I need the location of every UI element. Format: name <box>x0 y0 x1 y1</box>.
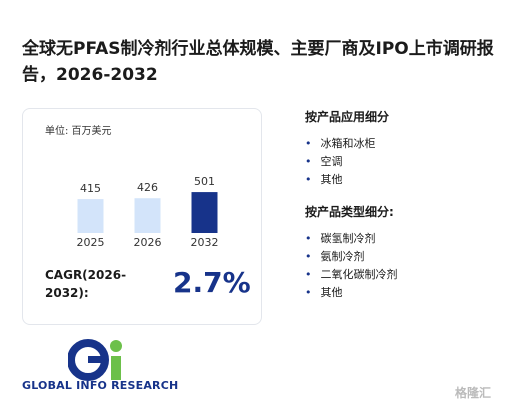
logo-text: GLOBAL INFO RESEARCH <box>22 379 179 392</box>
bar <box>134 198 161 233</box>
segment: 按产品类型细分: 碳氢制冷剂氨制冷剂二氧化碳制冷剂其他 <box>305 203 398 302</box>
segment: 按产品应用细分冰箱和冰柜空调其他 <box>305 108 398 189</box>
badge: 格隆汇 <box>455 386 492 400</box>
segment-list: 碳氢制冷剂氨制冷剂二氧化碳制冷剂其他 <box>305 230 398 302</box>
bar <box>77 199 104 233</box>
cagr-value: 2.7% <box>173 266 251 299</box>
segment-title: 按产品类型细分: <box>305 205 394 219</box>
segment-item: 碳氢制冷剂 <box>305 230 398 248</box>
segment-list: 冰箱和冰柜空调其他 <box>305 135 398 189</box>
title: 全球无PFAS制冷剂行业总体规模、主要厂商及IPO上市调研报告，2026-203… <box>22 39 494 85</box>
bar-chart: 415 2025 426 2026 501 2032 <box>77 175 219 249</box>
segment-item: 空调 <box>305 153 398 171</box>
x-tick-label: 2025 <box>77 236 105 249</box>
segment-item: 其他 <box>305 284 398 302</box>
value-label: 415 <box>80 182 101 195</box>
unit: 单位: 百万美元 <box>45 126 112 137</box>
x-tick-label: 2032 <box>191 236 219 249</box>
logo-icon <box>68 339 122 381</box>
cagr-label: CAGR(2026-2032): <box>45 268 127 300</box>
x-tick-label: 2026 <box>134 236 162 249</box>
value-label: 426 <box>137 181 158 194</box>
value-label: 501 <box>194 175 215 188</box>
segment-item: 冰箱和冰柜 <box>305 135 398 153</box>
card <box>22 108 262 325</box>
segment-item: 其他 <box>305 171 398 189</box>
segments: 按产品应用细分冰箱和冰柜空调其他按产品类型细分:碳氢制冷剂氨制冷剂二氧化碳制冷剂… <box>305 108 398 316</box>
segment-title: 按产品应用细分 <box>305 110 390 124</box>
segment-item: 二氧化碳制冷剂 <box>305 266 398 284</box>
segment-item: 氨制冷剂 <box>305 248 398 266</box>
bar <box>191 192 218 233</box>
